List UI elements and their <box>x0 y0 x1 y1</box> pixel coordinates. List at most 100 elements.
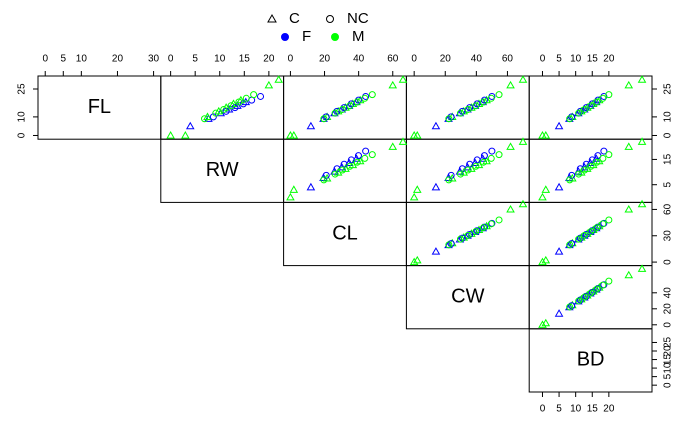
point <box>354 152 362 160</box>
point <box>472 102 480 110</box>
x-tick-label: 10 <box>76 54 88 65</box>
point <box>593 285 601 293</box>
diagonal-panel <box>528 328 653 393</box>
point <box>495 91 503 99</box>
point <box>409 192 419 201</box>
point <box>412 255 422 264</box>
x-tick-label: 20 <box>440 54 452 65</box>
point <box>566 303 574 311</box>
point <box>239 100 247 108</box>
y-tick-label: 5 <box>663 373 674 379</box>
point <box>361 154 369 162</box>
y-tick-label: 20 <box>663 303 674 315</box>
point <box>506 142 515 150</box>
x-tick-label: 0 <box>288 54 294 65</box>
point <box>250 91 258 99</box>
y-tick-label: 20 <box>663 345 674 357</box>
point <box>480 223 488 231</box>
x-tick-label: 0 <box>540 404 546 415</box>
point <box>541 318 551 327</box>
legend-label: NC <box>347 10 369 27</box>
point <box>473 156 481 164</box>
panel <box>160 75 285 140</box>
point <box>575 109 583 117</box>
point <box>637 199 647 208</box>
x-tick-label: 5 <box>192 54 198 65</box>
x-tick-label: 10 <box>214 54 226 65</box>
legend-symbol <box>331 33 339 41</box>
panel <box>405 75 530 140</box>
point <box>568 171 576 179</box>
point <box>212 109 220 117</box>
point <box>581 166 589 174</box>
x-tick-label: 40 <box>471 54 483 65</box>
point <box>445 176 453 184</box>
y-tick-label: 15 <box>663 354 674 366</box>
point <box>593 98 601 106</box>
x-tick-label: 5 <box>556 404 562 415</box>
point <box>456 170 464 178</box>
point <box>495 151 503 159</box>
point <box>541 185 551 193</box>
point <box>554 247 564 255</box>
x-tick-label: 60 <box>387 54 399 65</box>
point <box>289 131 299 139</box>
x-tick-label: 0 <box>42 54 48 65</box>
point <box>346 162 354 170</box>
x-tick-label: 30 <box>148 54 160 65</box>
point <box>353 98 361 106</box>
legend-symbol <box>281 33 289 41</box>
point <box>624 142 634 150</box>
point <box>599 154 607 162</box>
variable-label: FL <box>88 96 111 118</box>
point <box>338 166 346 174</box>
point <box>412 185 422 193</box>
point <box>464 166 472 174</box>
point <box>581 293 589 301</box>
point <box>473 100 481 108</box>
y-tick-label: 25 <box>663 336 674 348</box>
point <box>431 121 441 130</box>
point <box>582 104 590 112</box>
point <box>605 91 613 99</box>
y-tick-label: 60 <box>663 203 674 215</box>
point <box>575 170 583 178</box>
x-tick-label: 0 <box>168 54 174 65</box>
y-tick-label: 0 <box>17 132 28 138</box>
y-tick-label: 25 <box>663 83 674 95</box>
point <box>637 264 647 272</box>
point <box>587 289 595 297</box>
point <box>456 109 464 117</box>
point <box>581 105 589 113</box>
variable-label: BD <box>577 349 605 371</box>
point <box>456 235 464 243</box>
x-tick-label: 60 <box>502 54 514 65</box>
point <box>593 224 601 232</box>
point <box>362 147 370 155</box>
x-tick-label: 15 <box>239 54 251 65</box>
point <box>506 204 515 213</box>
point <box>331 109 339 117</box>
point <box>388 80 398 89</box>
x-tick-label: 10 <box>570 404 582 415</box>
point <box>306 182 316 191</box>
point <box>166 131 175 139</box>
point <box>576 107 584 115</box>
point <box>518 199 528 208</box>
y-tick-label: 25 <box>17 83 28 95</box>
point <box>605 277 613 285</box>
x-tick-label: 5 <box>556 54 562 65</box>
point <box>347 100 355 108</box>
point <box>306 121 316 130</box>
point <box>566 241 574 249</box>
point <box>538 192 547 201</box>
point <box>624 80 634 89</box>
variable-label: CW <box>451 285 484 307</box>
legend-symbol <box>326 15 334 23</box>
point <box>554 121 564 130</box>
point <box>354 96 362 104</box>
point <box>637 75 647 83</box>
point <box>338 105 346 113</box>
point <box>581 231 589 239</box>
